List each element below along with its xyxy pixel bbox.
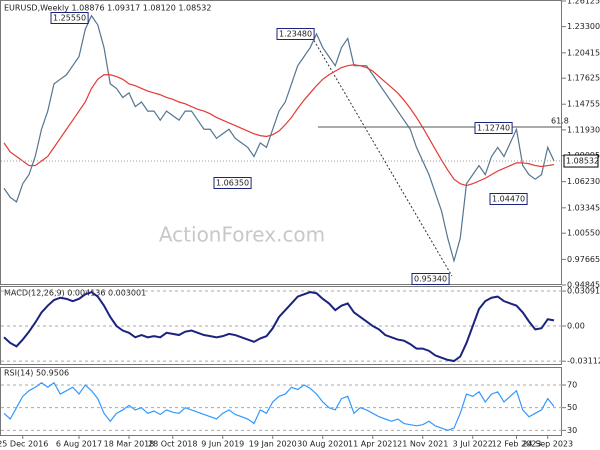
annotation-label: 1.06350 (216, 179, 249, 188)
series-line (3, 14, 555, 264)
x-tick-label: 28 Oct 2018 (148, 440, 197, 449)
y-tick-label: 1.11930 (567, 125, 600, 134)
y-tick-label: 1.00550 (567, 229, 600, 238)
y-tick-label: 50 (567, 403, 577, 412)
price-panel (0, 0, 562, 285)
x-tick-label: 24 Sep 2023 (522, 440, 573, 449)
series-line (3, 64, 555, 187)
y-tick-label: 1.17625 (567, 74, 600, 83)
last-price-label: 1.08532 (566, 157, 599, 166)
y-tick-label: 0.00 (567, 322, 585, 331)
y-tick-label: 0.94845 (567, 281, 600, 290)
macd-title: MACD(12,26,9) 0.004136 0.003001 (4, 289, 146, 298)
y-tick-label: 70 (567, 381, 577, 390)
x-tick-label: 6 Aug 2017 (56, 440, 102, 449)
annotation-label: 61.8 (551, 117, 569, 126)
watermark: ActionForex.com (159, 223, 325, 247)
annotation-box (489, 193, 528, 205)
y-tick-label: 0.97665 (567, 255, 600, 264)
x-tick-label: 25 Dec 2016 (0, 440, 48, 449)
annotation-label: 1.23480 (279, 30, 312, 39)
annotation-box (213, 177, 252, 189)
x-tick-label: 21 Nov 2021 (397, 440, 448, 449)
series-line (3, 381, 555, 431)
x-tick-label: 9 Jun 2019 (201, 440, 244, 449)
annotation-box (474, 122, 513, 134)
annotation-label: 1.04470 (492, 195, 525, 204)
annotation-box (50, 12, 89, 24)
x-tick-label: 18 Mar 2018 (104, 440, 155, 449)
annotation-box (276, 28, 315, 40)
annotation-label: 1.12740 (477, 124, 510, 133)
y-tick-label: 1.20415 (567, 48, 600, 57)
y-tick-label: 1.23300 (567, 22, 600, 31)
x-tick-label: 30 Aug 2020 (297, 440, 348, 449)
y-tick-label: 0.030916 (567, 287, 600, 296)
rsi-panel (0, 367, 562, 436)
rsi-title: RSI(14) 50.9506 (4, 369, 69, 378)
y-tick-label: 1.26125 (567, 0, 600, 6)
x-tick-label: 12 Feb 2023 (492, 440, 542, 449)
x-tick-label: 3 Jul 2022 (453, 440, 493, 449)
series-line (3, 290, 555, 363)
annotation-label: 0.95340 (414, 275, 447, 284)
y-tick-label: 1.03345 (567, 203, 600, 212)
last-price-box (563, 154, 599, 168)
x-tick-label: 19 Jan 2020 (249, 440, 297, 449)
chart-title: EURUSD,Weekly 1.08876 1.09317 1.08120 1.… (4, 4, 211, 13)
y-tick-label: 1.14755 (567, 100, 600, 109)
x-tick-label: 11 Apr 2021 (348, 440, 397, 449)
annotation-box (411, 273, 450, 285)
y-tick-label: 30 (567, 426, 577, 435)
y-tick-label: 1.06230 (567, 177, 600, 186)
y-tick-label: -0.031124 (567, 357, 600, 366)
annotation-label: 1.25550 (53, 14, 86, 23)
